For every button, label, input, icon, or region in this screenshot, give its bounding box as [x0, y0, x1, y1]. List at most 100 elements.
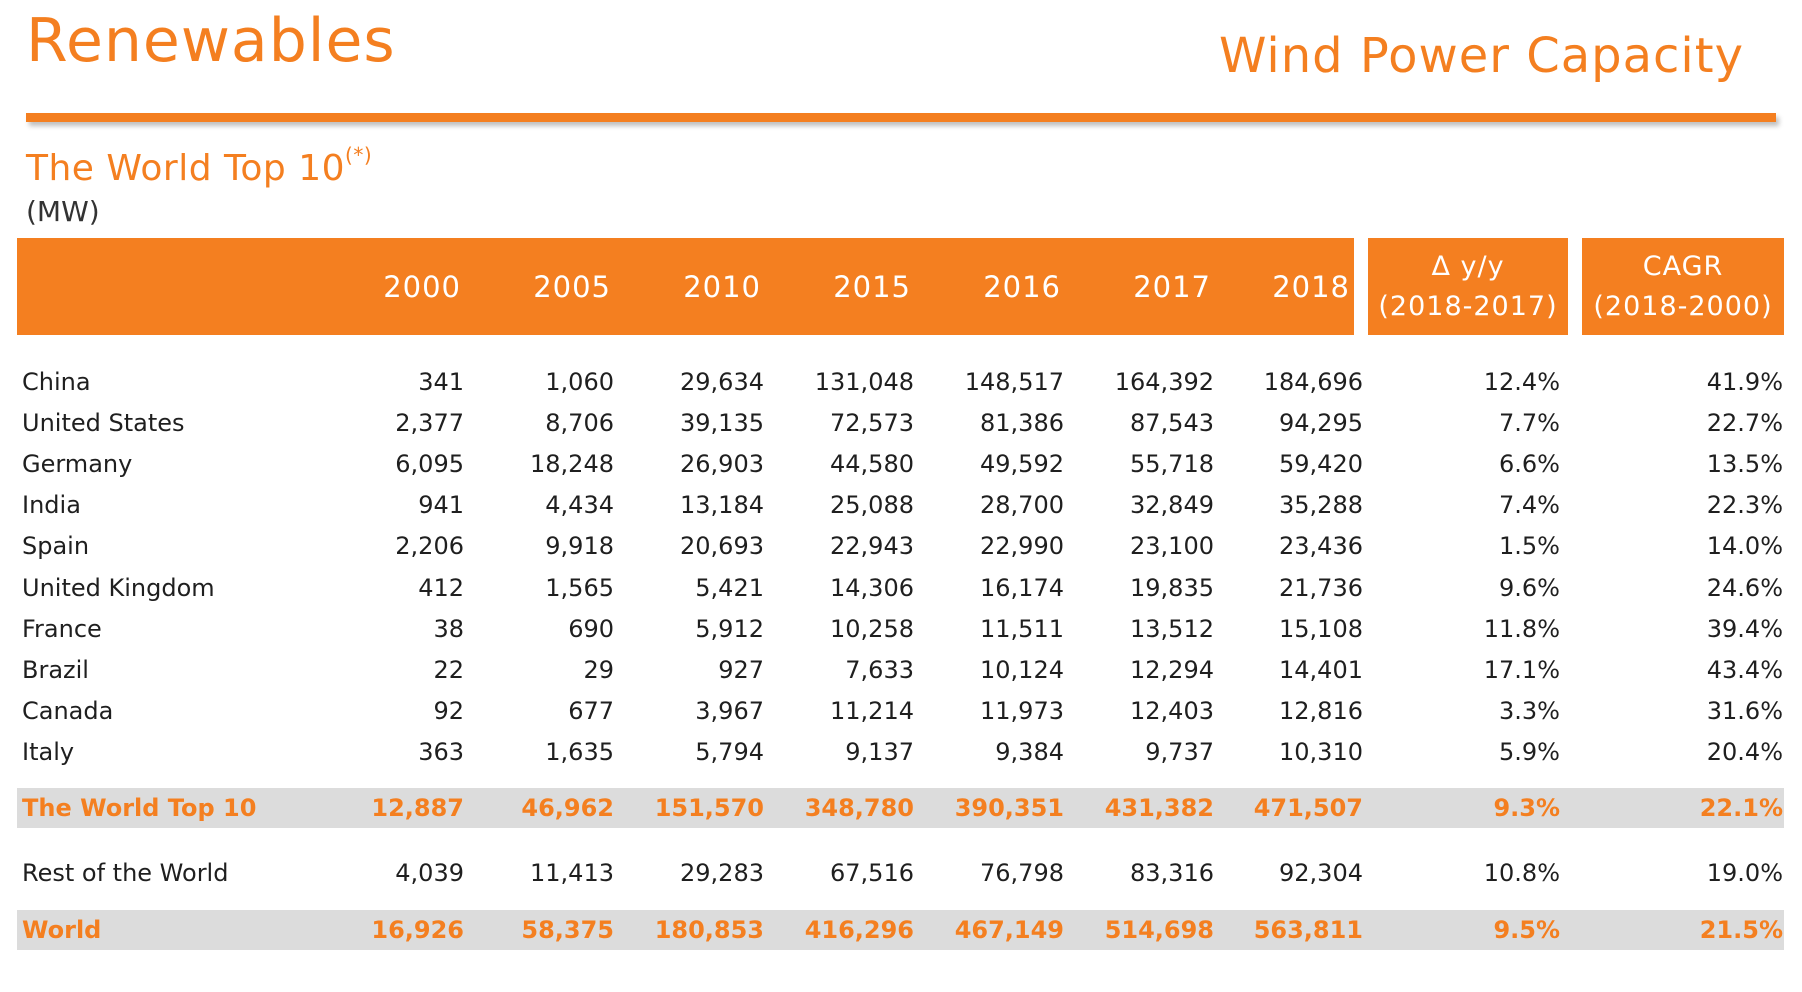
value-cell: 5,421 — [695, 574, 764, 602]
value-cell: 690 — [568, 615, 614, 643]
value-cell: 12,403 — [1130, 697, 1214, 725]
table-row: China 341 1,060 29,634 131,048 148,517 164,392… — [17, 362, 1784, 402]
row-label: Canada — [22, 697, 114, 725]
table-title-text: The World Top 10 — [26, 148, 346, 189]
table-row: United Kingdom 412 1,565 5,421 14,306 16,174 1… — [17, 568, 1784, 608]
row-label: China — [22, 368, 91, 396]
value-cell: 35,288 — [1279, 491, 1363, 519]
table-row: Italy 363 1,635 5,794 9,137 9,384 9,737 10,310 5… — [17, 732, 1784, 772]
rest-of-world-row: Rest of the World 4,039 11,413 29,283 67,516… — [17, 853, 1784, 893]
cagr-cell: 31.6% — [1706, 697, 1783, 725]
value-cell: 21,736 — [1279, 574, 1363, 602]
value-cell: 1,635 — [545, 738, 614, 766]
value-cell: 5,794 — [695, 738, 764, 766]
delta-cell: 6.6% — [1499, 450, 1560, 478]
delta-header-line1: Δ y/y — [1431, 250, 1505, 282]
footnote-marker: (*) — [345, 143, 373, 167]
table-row: United States 2,377 8,706 39,135 72,573 81,38… — [17, 403, 1784, 443]
value-cell: 927 — [718, 656, 764, 684]
delta-header-line2: (2018-2017) — [1378, 290, 1558, 322]
value-cell: 9,737 — [1145, 738, 1214, 766]
title-divider — [26, 113, 1776, 122]
value-cell: 25,088 — [830, 491, 914, 519]
cagr-cell: 14.0% — [1706, 532, 1783, 560]
delta-cell: 9.3% — [1493, 794, 1560, 822]
value-cell: 10,124 — [980, 656, 1064, 684]
value-cell: 15,108 — [1279, 615, 1363, 643]
row-label: United States — [22, 409, 185, 437]
value-cell: 151,570 — [654, 794, 764, 822]
year-header-2010: 2010 — [683, 269, 761, 304]
value-cell: 563,811 — [1253, 916, 1363, 944]
value-cell: 18,248 — [530, 450, 614, 478]
value-cell: 16,174 — [980, 574, 1064, 602]
delta-cell: 1.5% — [1499, 532, 1560, 560]
value-cell: 94,295 — [1279, 409, 1363, 437]
row-label: The World Top 10 — [22, 794, 257, 822]
delta-cell: 17.1% — [1483, 656, 1560, 684]
value-cell: 39,135 — [680, 409, 764, 437]
cagr-cell: 21.5% — [1699, 916, 1783, 944]
delta-cell: 5.9% — [1499, 738, 1560, 766]
value-cell: 83,316 — [1130, 859, 1214, 887]
value-cell: 11,973 — [980, 697, 1064, 725]
cagr-cell: 24.6% — [1706, 574, 1783, 602]
value-cell: 164,392 — [1114, 368, 1214, 396]
value-cell: 19,835 — [1130, 574, 1214, 602]
value-cell: 20,693 — [680, 532, 764, 560]
value-cell: 677 — [568, 697, 614, 725]
value-cell: 92,304 — [1279, 859, 1363, 887]
value-cell: 184,696 — [1263, 368, 1363, 396]
value-cell: 16,926 — [371, 916, 464, 944]
cagr-cell: 22.3% — [1706, 491, 1783, 519]
value-cell: 22,990 — [980, 532, 1064, 560]
delta-header-band — [1368, 238, 1568, 335]
value-cell: 11,214 — [830, 697, 914, 725]
value-cell: 59,420 — [1279, 450, 1363, 478]
table-header-band — [17, 238, 1354, 335]
value-cell: 22 — [433, 656, 464, 684]
table-row: Canada 92 677 3,967 11,214 11,973 12,403 12,816… — [17, 691, 1784, 731]
value-cell: 13,512 — [1130, 615, 1214, 643]
value-cell: 12,887 — [371, 794, 464, 822]
value-cell: 10,258 — [830, 615, 914, 643]
value-cell: 14,401 — [1279, 656, 1363, 684]
cagr-header: CAGR (2018-2000) — [1582, 238, 1784, 335]
value-cell: 6,095 — [395, 450, 464, 478]
value-cell: 341 — [418, 368, 464, 396]
row-label: Brazil — [22, 656, 89, 684]
cagr-cell: 13.5% — [1706, 450, 1783, 478]
value-cell: 412 — [418, 574, 464, 602]
world-total-row: World 16,926 58,375 180,853 416,296 467,149 51… — [17, 910, 1784, 950]
value-cell: 348,780 — [804, 794, 914, 822]
value-cell: 1,060 — [545, 368, 614, 396]
year-header-2018: 2018 — [1272, 269, 1350, 304]
row-label: Italy — [22, 738, 75, 766]
page-title: Renewables — [26, 6, 396, 76]
value-cell: 46,962 — [521, 794, 614, 822]
value-cell: 5,912 — [695, 615, 764, 643]
value-cell: 7,633 — [845, 656, 914, 684]
value-cell: 76,798 — [980, 859, 1064, 887]
table-title: The World Top 10(*) — [26, 143, 372, 189]
value-cell: 4,039 — [395, 859, 464, 887]
value-cell: 4,434 — [545, 491, 614, 519]
delta-cell: 9.5% — [1493, 916, 1560, 944]
cagr-header-band — [1582, 238, 1784, 335]
value-cell: 131,048 — [814, 368, 914, 396]
section-title: Wind Power Capacity — [1218, 28, 1744, 84]
table-row: Germany 6,095 18,248 26,903 44,580 49,592 55,7… — [17, 444, 1784, 484]
unit-label: (MW) — [26, 195, 100, 228]
year-header-2016: 2016 — [983, 269, 1061, 304]
value-cell: 390,351 — [954, 794, 1064, 822]
value-cell: 72,573 — [830, 409, 914, 437]
value-cell: 2,206 — [395, 532, 464, 560]
delta-cell: 10.8% — [1483, 859, 1560, 887]
value-cell: 14,306 — [830, 574, 914, 602]
top10-total-row: The World Top 10 12,887 46,962 151,570 348,7… — [17, 788, 1784, 828]
value-cell: 92 — [433, 697, 464, 725]
row-label: India — [22, 491, 81, 519]
value-cell: 23,100 — [1130, 532, 1214, 560]
value-cell: 49,592 — [980, 450, 1064, 478]
value-cell: 11,511 — [980, 615, 1064, 643]
